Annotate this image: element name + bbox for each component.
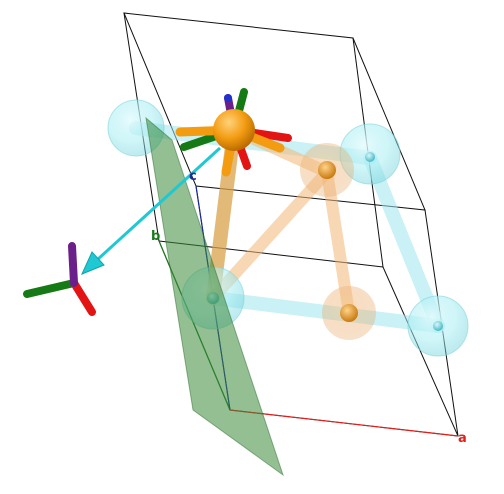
selected-atom-gizmo[interactable] [175,88,292,177]
atom-orange-selected[interactable] [213,109,255,151]
orange-atoms [300,143,376,340]
lattice-plane[interactable] [145,116,284,477]
atom-cyan-core [365,152,375,162]
gizmo-tip-blue [224,94,232,102]
rotation-gizmo-icon[interactable] [23,242,96,316]
axis-a-line [229,409,459,437]
direction-arrow-icon[interactable] [81,146,222,275]
gizmo-axis-red[interactable] [70,279,96,316]
atom-orange[interactable] [340,304,358,322]
axis-c-label: c [189,169,197,184]
gizmo-axis-purple[interactable] [68,242,78,287]
gizmo-axis-green[interactable] [23,279,78,298]
axis-b-label: b [151,229,160,244]
atom-cyan-core [433,321,443,331]
atom-orange[interactable] [318,161,336,179]
axis-a-label: a [458,431,467,446]
